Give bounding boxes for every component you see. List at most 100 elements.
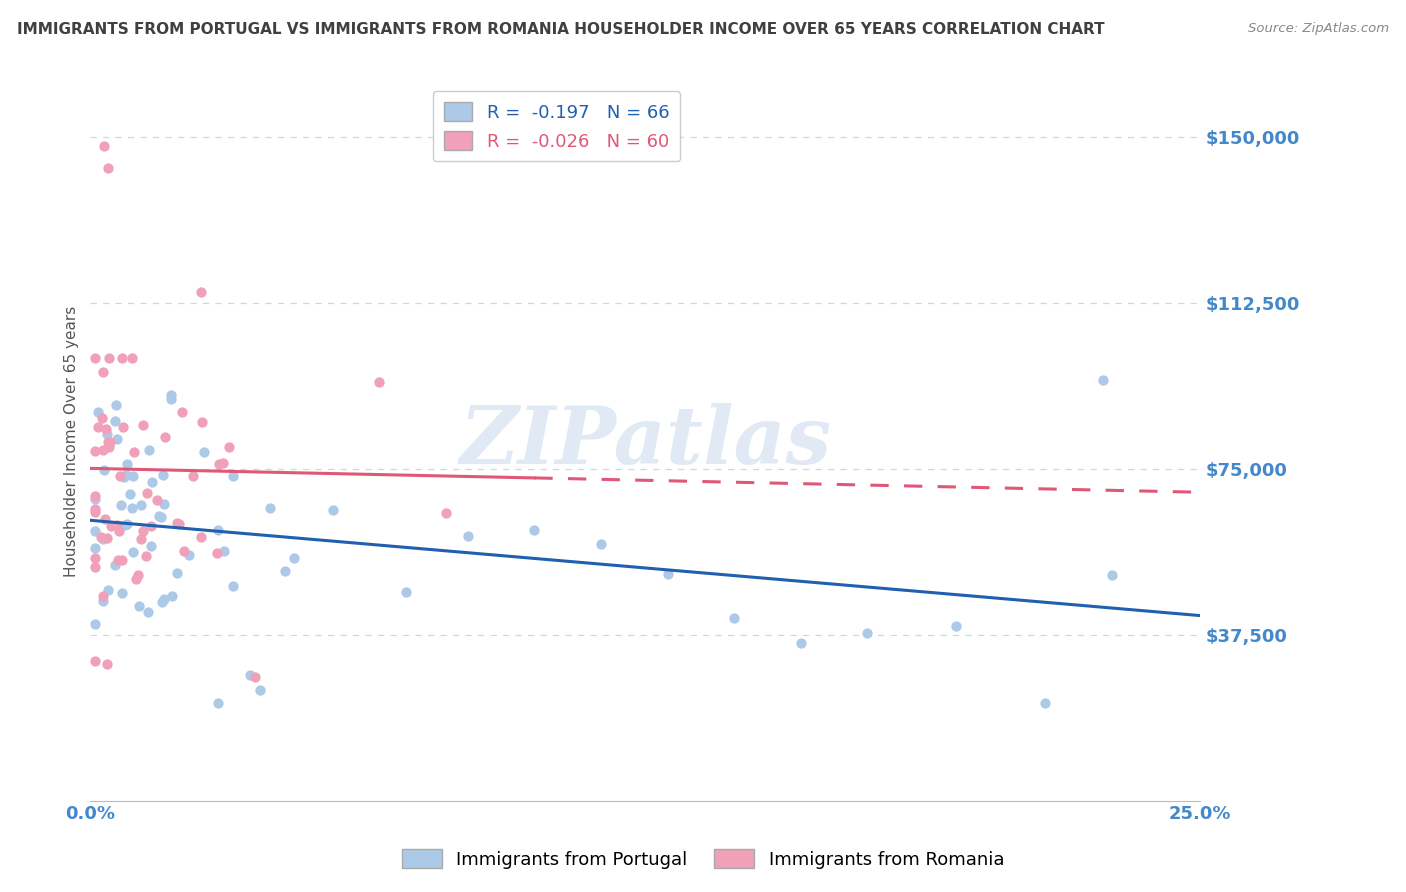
Immigrants from Portugal bbox=[152, 467, 174, 482]
Immigrants from Portugal bbox=[790, 635, 813, 649]
Immigrants from Portugal bbox=[1091, 374, 1114, 388]
Immigrants from Romania bbox=[124, 445, 146, 459]
Immigrants from Romania bbox=[181, 468, 204, 483]
Immigrants from Portugal bbox=[115, 468, 138, 483]
Immigrants from Romania bbox=[96, 531, 118, 545]
Text: Source: ZipAtlas.com: Source: ZipAtlas.com bbox=[1249, 22, 1389, 36]
Immigrants from Romania bbox=[190, 285, 212, 299]
Immigrants from Portugal bbox=[159, 388, 181, 402]
Immigrants from Portugal bbox=[83, 524, 105, 538]
Immigrants from Romania bbox=[90, 530, 112, 544]
Immigrants from Romania bbox=[98, 351, 121, 366]
Immigrants from Romania bbox=[97, 161, 120, 176]
Immigrants from Romania bbox=[96, 657, 118, 671]
Immigrants from Portugal bbox=[111, 586, 134, 600]
Y-axis label: Householder Income Over 65 years: Householder Income Over 65 years bbox=[65, 306, 79, 577]
Immigrants from Portugal bbox=[283, 551, 305, 566]
Immigrants from Romania bbox=[87, 420, 110, 434]
Immigrants from Portugal bbox=[121, 469, 143, 483]
Immigrants from Portugal bbox=[104, 414, 127, 428]
Immigrants from Romania bbox=[172, 405, 194, 419]
Immigrants from Romania bbox=[107, 553, 129, 567]
Immigrants from Portugal bbox=[83, 617, 105, 632]
Immigrants from Romania bbox=[83, 654, 105, 668]
Immigrants from Romania bbox=[98, 434, 121, 449]
Immigrants from Romania bbox=[91, 589, 114, 603]
Immigrants from Romania bbox=[93, 512, 115, 526]
Immigrants from Portugal bbox=[153, 497, 176, 511]
Immigrants from Portugal bbox=[1033, 696, 1056, 710]
Immigrants from Romania bbox=[190, 415, 212, 429]
Immigrants from Portugal bbox=[105, 433, 128, 447]
Immigrants from Romania bbox=[211, 456, 233, 470]
Immigrants from Romania bbox=[125, 572, 148, 586]
Immigrants from Romania bbox=[129, 533, 152, 547]
Immigrants from Romania bbox=[97, 434, 120, 449]
Immigrants from Romania bbox=[100, 518, 122, 533]
Immigrants from Romania bbox=[132, 417, 155, 432]
Immigrants from Portugal bbox=[523, 523, 546, 537]
Immigrants from Romania bbox=[110, 351, 132, 366]
Immigrants from Portugal bbox=[87, 405, 110, 419]
Immigrants from Portugal bbox=[166, 566, 188, 581]
Immigrants from Portugal bbox=[239, 667, 262, 681]
Immigrants from Portugal bbox=[104, 558, 127, 572]
Immigrants from Romania bbox=[243, 670, 266, 684]
Immigrants from Portugal bbox=[214, 544, 236, 558]
Immigrants from Romania bbox=[83, 559, 105, 574]
Immigrants from Portugal bbox=[249, 683, 271, 698]
Immigrants from Portugal bbox=[856, 626, 879, 640]
Immigrants from Portugal bbox=[259, 500, 281, 515]
Immigrants from Portugal bbox=[657, 566, 679, 581]
Immigrants from Romania bbox=[190, 530, 212, 544]
Immigrants from Portugal bbox=[222, 579, 245, 593]
Immigrants from Romania bbox=[83, 444, 105, 458]
Immigrants from Portugal bbox=[274, 564, 297, 578]
Immigrants from Portugal bbox=[395, 585, 418, 599]
Immigrants from Portugal bbox=[150, 595, 173, 609]
Immigrants from Portugal bbox=[141, 475, 163, 490]
Immigrants from Portugal bbox=[457, 529, 479, 543]
Immigrants from Portugal bbox=[723, 611, 745, 625]
Immigrants from Romania bbox=[83, 502, 105, 516]
Immigrants from Portugal bbox=[121, 501, 143, 516]
Immigrants from Romania bbox=[90, 410, 112, 425]
Immigrants from Romania bbox=[145, 493, 167, 508]
Immigrants from Portugal bbox=[96, 426, 118, 441]
Immigrants from Romania bbox=[141, 519, 163, 533]
Immigrants from Portugal bbox=[91, 533, 114, 547]
Immigrants from Romania bbox=[166, 516, 188, 530]
Immigrants from Romania bbox=[136, 486, 159, 500]
Immigrants from Portugal bbox=[139, 539, 162, 553]
Immigrants from Romania bbox=[132, 524, 155, 538]
Immigrants from Romania bbox=[135, 549, 157, 564]
Immigrants from Portugal bbox=[589, 537, 612, 551]
Immigrants from Portugal bbox=[160, 589, 183, 603]
Immigrants from Romania bbox=[93, 365, 115, 379]
Immigrants from Romania bbox=[208, 457, 231, 471]
Immigrants from Portugal bbox=[129, 498, 152, 512]
Immigrants from Portugal bbox=[93, 463, 115, 477]
Text: IMMIGRANTS FROM PORTUGAL VS IMMIGRANTS FROM ROMANIA HOUSEHOLDER INCOME OVER 65 Y: IMMIGRANTS FROM PORTUGAL VS IMMIGRANTS F… bbox=[17, 22, 1105, 37]
Immigrants from Romania bbox=[173, 544, 195, 558]
Immigrants from Portugal bbox=[1101, 567, 1123, 582]
Immigrants from Romania bbox=[127, 567, 149, 582]
Immigrants from Portugal bbox=[83, 541, 105, 555]
Legend: R =  -0.197   N = 66, R =  -0.026   N = 60: R = -0.197 N = 66, R = -0.026 N = 60 bbox=[433, 91, 681, 161]
Immigrants from Portugal bbox=[207, 696, 229, 710]
Immigrants from Portugal bbox=[207, 523, 229, 537]
Immigrants from Romania bbox=[83, 505, 105, 519]
Immigrants from Romania bbox=[153, 430, 176, 444]
Immigrants from Romania bbox=[93, 139, 115, 153]
Immigrants from Portugal bbox=[160, 392, 183, 407]
Immigrants from Romania bbox=[205, 546, 228, 560]
Immigrants from Romania bbox=[83, 351, 105, 366]
Immigrants from Portugal bbox=[110, 499, 132, 513]
Immigrants from Portugal bbox=[117, 457, 139, 471]
Immigrants from Romania bbox=[94, 421, 117, 435]
Immigrants from Romania bbox=[121, 351, 143, 366]
Immigrants from Portugal bbox=[945, 618, 967, 632]
Immigrants from Romania bbox=[111, 420, 134, 434]
Immigrants from Portugal bbox=[136, 605, 159, 619]
Immigrants from Portugal bbox=[122, 544, 145, 558]
